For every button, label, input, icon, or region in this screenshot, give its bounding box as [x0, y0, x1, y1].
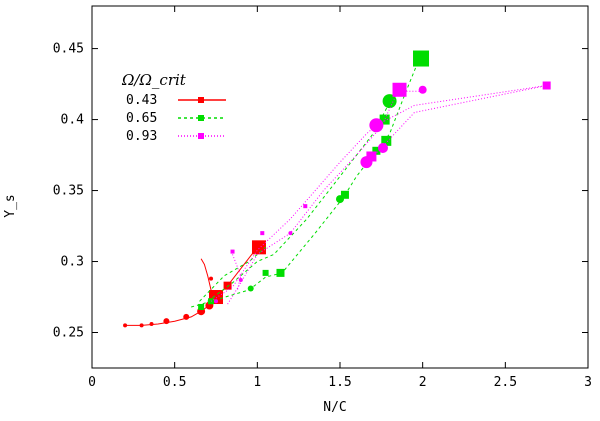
data-point-square — [542, 81, 551, 90]
data-point-square — [276, 268, 285, 277]
data-point-square — [379, 114, 390, 125]
data-point-circle — [139, 323, 144, 328]
data-point-square — [262, 269, 269, 276]
legend-marker — [198, 97, 204, 103]
x-axis-ticks: 0 0.5 1 1.5 2 2.5 3 — [88, 6, 592, 390]
data-point-circle — [123, 323, 128, 328]
y-axis-label: Y_s — [3, 194, 18, 217]
x-tick-label: 1 — [253, 375, 261, 390]
series-track-line — [210, 85, 547, 302]
data-point-circle — [247, 285, 254, 292]
data-point-circle — [183, 313, 190, 320]
data-point-circle — [238, 277, 243, 282]
y-tick-label: 0.35 — [53, 184, 84, 199]
data-point-square — [340, 190, 349, 199]
legend-title: Ω/Ω_crit — [121, 71, 187, 89]
data-point-square — [303, 204, 308, 209]
data-point-circle — [149, 321, 154, 326]
series-track-line — [207, 102, 391, 302]
data-point-circle — [377, 142, 388, 153]
x-tick-label: 2 — [419, 375, 427, 390]
data-point-square — [223, 281, 232, 290]
y-tick-label: 0.25 — [53, 326, 84, 341]
data-point-circle — [209, 276, 214, 281]
x-axis-label: N/C — [323, 400, 346, 415]
x-tick-label: 2.5 — [494, 375, 517, 390]
series-track-line — [199, 246, 266, 302]
y-axis-ticks: 0.25 0.3 0.35 0.4 0.45 — [53, 42, 588, 341]
data-point-circle — [214, 299, 218, 304]
series-0.43 — [123, 240, 266, 328]
data-point-square — [381, 135, 392, 146]
data-point-square — [413, 50, 430, 67]
data-point-circle — [369, 118, 384, 133]
series-layer — [123, 50, 551, 328]
legend: Ω/Ω_crit 0.43 0.65 0.93 — [121, 71, 226, 144]
series-track-line — [227, 90, 423, 305]
data-point-square — [230, 249, 235, 254]
series-0.65 — [191, 50, 430, 310]
data-point-square — [372, 146, 381, 155]
y-tick-label: 0.3 — [61, 255, 84, 270]
data-point-square — [392, 82, 407, 97]
series-0.93 — [210, 81, 551, 305]
x-tick-label: 0 — [88, 375, 96, 390]
y-tick-label: 0.45 — [53, 42, 84, 57]
x-tick-label: 3 — [584, 375, 592, 390]
legend-label: 0.65 — [126, 111, 157, 126]
legend-marker — [198, 115, 204, 121]
data-point-square — [366, 151, 377, 162]
plot-frame — [91, 5, 589, 369]
data-point-circle — [288, 231, 293, 236]
series-track-line — [232, 254, 242, 291]
data-point-circle — [382, 94, 397, 109]
x-tick-label: 0.5 — [163, 375, 186, 390]
data-point-circle — [418, 85, 427, 94]
legend-marker — [198, 133, 204, 139]
x-tick-label: 1.5 — [328, 375, 351, 390]
data-point-square — [251, 240, 266, 255]
data-point-square — [198, 303, 205, 310]
legend-label: 0.43 — [126, 93, 157, 108]
legend-label: 0.93 — [126, 129, 157, 144]
data-point-circle — [163, 318, 170, 325]
y-tick-label: 0.4 — [61, 113, 85, 128]
data-point-square — [260, 231, 265, 236]
